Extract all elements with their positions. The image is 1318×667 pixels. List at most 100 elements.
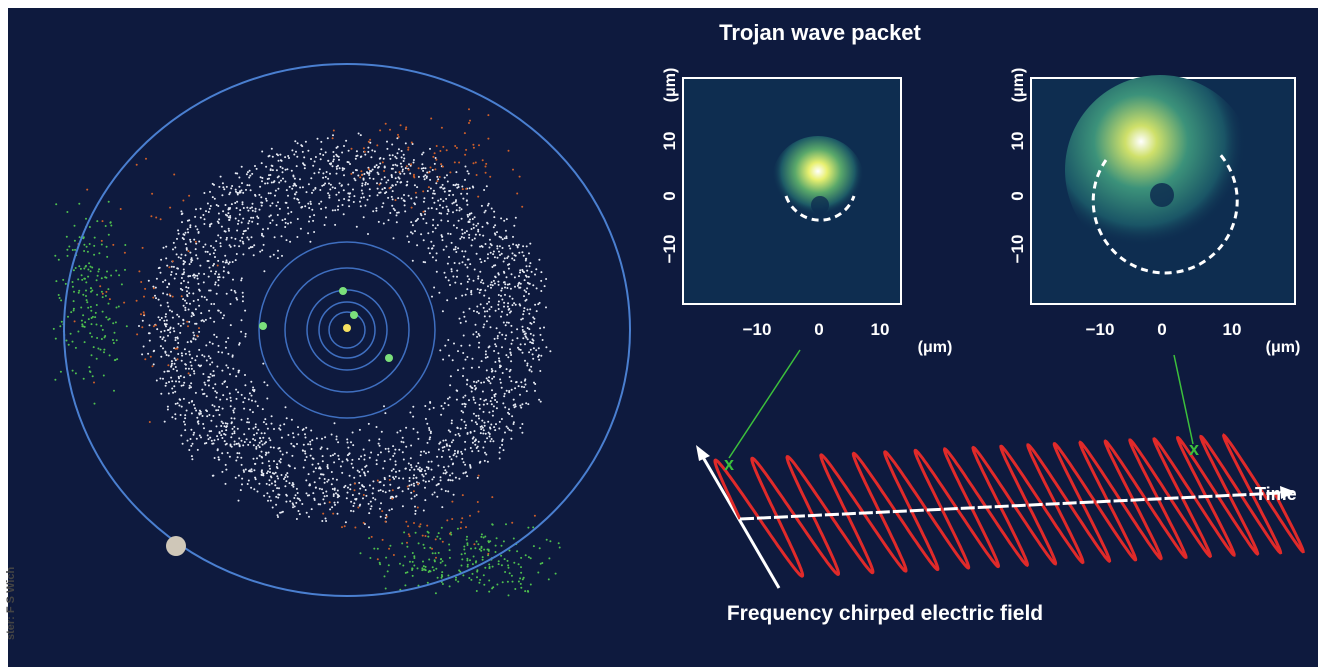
dot xyxy=(301,503,304,505)
dot xyxy=(346,491,349,494)
dot xyxy=(228,218,231,221)
dot xyxy=(473,543,476,546)
dot xyxy=(493,256,496,259)
dot xyxy=(434,538,437,541)
dot xyxy=(485,453,488,456)
dot xyxy=(433,192,436,195)
dot xyxy=(464,165,467,168)
dot xyxy=(211,342,214,345)
dot xyxy=(235,207,238,210)
dot xyxy=(190,382,193,385)
dot xyxy=(384,520,387,523)
dot xyxy=(489,440,492,443)
dot xyxy=(407,146,410,149)
dot xyxy=(460,282,463,285)
dot xyxy=(251,399,253,402)
dot xyxy=(440,163,443,166)
dot xyxy=(326,467,329,470)
dot xyxy=(514,254,517,257)
dot xyxy=(288,185,291,188)
dot xyxy=(466,258,469,261)
dot xyxy=(178,315,180,318)
dot xyxy=(427,531,430,534)
dot xyxy=(142,311,145,314)
dot xyxy=(167,305,170,308)
dot xyxy=(409,164,412,167)
dot xyxy=(85,217,87,220)
dot xyxy=(507,427,509,430)
dot xyxy=(452,454,455,457)
dot xyxy=(162,377,164,380)
dot xyxy=(406,180,409,183)
dot xyxy=(433,201,436,204)
dot xyxy=(456,389,459,392)
dot xyxy=(541,562,544,564)
dot xyxy=(379,489,382,492)
dot xyxy=(306,494,309,497)
dot xyxy=(449,384,452,387)
dot xyxy=(524,590,527,593)
dot xyxy=(483,189,486,191)
dot xyxy=(508,572,511,575)
dot xyxy=(211,474,214,477)
dot xyxy=(229,191,232,194)
dot xyxy=(208,266,211,269)
dot xyxy=(487,114,490,117)
dot xyxy=(483,310,486,313)
dot xyxy=(501,581,504,584)
dot xyxy=(500,386,503,389)
dot xyxy=(488,297,491,300)
dot xyxy=(163,329,166,332)
dot xyxy=(281,453,284,456)
hole xyxy=(811,196,829,214)
dot xyxy=(452,211,454,214)
dot xyxy=(228,392,231,395)
dot xyxy=(201,415,204,417)
dot xyxy=(270,181,273,184)
dot xyxy=(59,325,62,328)
dot xyxy=(534,303,537,306)
dot xyxy=(231,185,234,187)
dot xyxy=(382,467,385,470)
dot xyxy=(213,183,215,186)
dot xyxy=(478,334,481,337)
dot xyxy=(368,194,371,197)
dot xyxy=(477,228,480,231)
dot xyxy=(160,258,163,261)
dot xyxy=(529,341,532,344)
dot xyxy=(430,117,433,120)
dot xyxy=(494,370,497,373)
dot xyxy=(156,328,159,331)
dot xyxy=(331,209,334,212)
dot xyxy=(162,246,165,249)
dot xyxy=(471,563,474,566)
dot xyxy=(187,281,190,284)
dot xyxy=(195,437,198,440)
dot xyxy=(159,345,162,348)
dot xyxy=(207,275,210,278)
dot xyxy=(427,468,430,470)
dot xyxy=(332,454,334,457)
dot xyxy=(392,476,395,479)
dot xyxy=(515,381,518,383)
dot xyxy=(360,189,363,192)
dot xyxy=(353,476,356,479)
dot xyxy=(176,337,179,340)
dot xyxy=(277,496,280,499)
dot xyxy=(240,418,243,421)
dot xyxy=(246,206,249,209)
dot xyxy=(203,392,206,395)
dot xyxy=(540,354,543,357)
dot xyxy=(526,287,529,290)
dot xyxy=(491,389,493,392)
dot xyxy=(118,274,121,277)
dot xyxy=(358,428,361,431)
dot xyxy=(324,176,327,178)
dot xyxy=(273,460,275,463)
dot xyxy=(481,245,484,248)
dot xyxy=(382,490,384,493)
dot xyxy=(439,198,442,201)
dot xyxy=(442,449,445,452)
dot xyxy=(186,294,189,296)
dot xyxy=(69,332,72,335)
